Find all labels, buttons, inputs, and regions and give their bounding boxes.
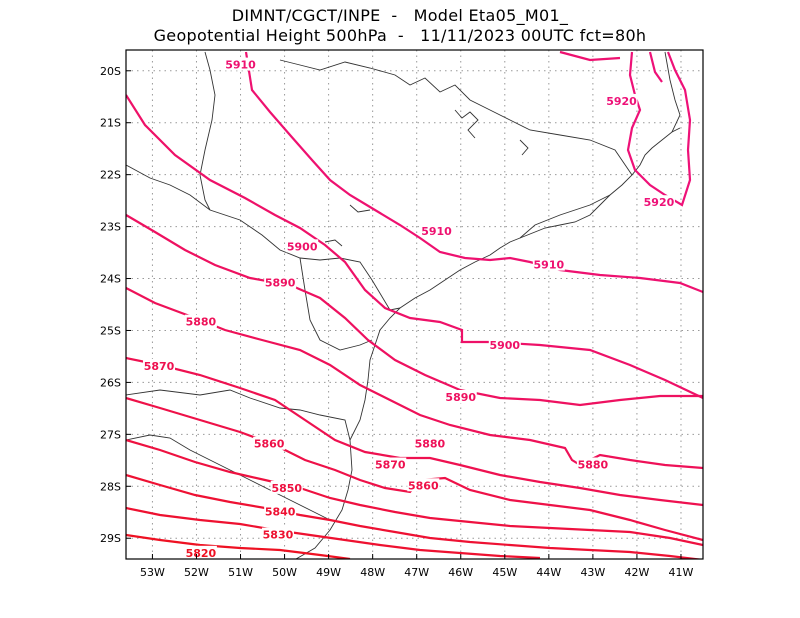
boundaries [126,51,681,559]
contour-label: 5910 [534,259,565,272]
lon-tick-label: 51W [228,566,253,579]
lon-tick-label: 44W [536,566,561,579]
plot-area [126,50,703,559]
coastline [295,127,681,559]
contour-label-bg [374,457,407,471]
contour-label-bg [261,527,294,541]
lat-tick-label: 28S [100,480,121,493]
contour-label-bg [224,57,257,71]
lon-tick-label: 52W [184,566,209,579]
lat-tick-label: 27S [100,428,121,441]
contour-label-bg [444,389,477,403]
lat-tick-label: 23S [100,221,121,234]
contour-label-bg [642,195,675,209]
contour-label: 5870 [375,459,406,472]
contour-5890 [126,214,703,407]
state-border-mg-sp [279,59,633,176]
contour-5900 [126,94,703,399]
lon-tick-label: 53W [140,566,165,579]
lat-tick-label: 29S [100,532,121,545]
contour-5840 [126,473,703,559]
contour-label-bg [184,314,217,328]
contour-label: 5880 [578,459,609,472]
contour-label: 5890 [445,391,476,404]
contour-label-bg [286,239,319,253]
contour-label-bg [264,275,297,289]
contour-label: 5840 [265,505,296,518]
contour-5860 [126,396,703,542]
lat-tick-label: 24S [100,273,121,286]
contour-5920-b [648,51,663,83]
contour-label: 5890 [265,277,296,290]
contour-label-bg [532,257,565,271]
lon-tick-label: 47W [404,566,429,579]
lon-tick-label: 42W [624,566,649,579]
axis-labels: 53W 52W 51W 50W 49W 48W 47W 46W 45W 44W 43W 42W 41W 2… [100,65,694,579]
contour-label-bg [253,436,286,450]
state-border-sc-pr [126,389,351,441]
contour-5820 [126,533,351,559]
map-title-line2: Geopotential Height 500hPa - 11/11/2023 … [153,26,647,45]
contour-label-bg [413,436,446,450]
lon-tick-label: 45W [492,566,517,579]
contour-5910-b [559,50,621,62]
state-border-mg-es [664,51,681,133]
lat-tick-label: 20S [100,65,121,78]
lat-tick-label: 22S [100,169,121,182]
contour-label-bg [270,480,303,494]
state-border-pr-sc-inner [299,257,373,351]
contour-label: 5920 [644,196,675,209]
state-border-sp-rj [519,194,611,239]
contour-5850 [126,438,703,547]
contour-label-bg [143,358,176,372]
contour-label: 5900 [489,339,520,352]
map-title-line1: DIMNT/CGCT/INPE - Model Eta05_M01_ [231,6,569,25]
lon-tick-label: 49W [316,566,341,579]
state-border-pr-sp [126,164,401,311]
contour-label: 5860 [408,479,439,492]
reservoir-lines [324,109,529,247]
contour-label: 5820 [186,547,217,560]
contour-label: 5910 [421,225,452,238]
contour-label-bg [576,457,609,471]
contour-label: 5830 [263,529,294,542]
contour-label: 5870 [144,360,175,373]
contour-label-bg [264,504,297,518]
contour-label: 5910 [225,59,256,72]
state-border-ms-sp [199,51,216,211]
contour-label-bg [605,93,638,107]
lat-tick-label: 26S [100,376,121,389]
contour-label: 5850 [271,482,302,495]
contour-label: 5880 [186,316,217,329]
contour-label: 5920 [606,95,637,108]
contour-label-bg [184,545,217,559]
contour-labels: 5910 5920 5920 5910 5910 5900 5890 5900 5890 5880… [143,57,675,560]
contour-label-bg [407,478,440,492]
contour-5910 [244,51,703,294]
contour-label: 5880 [415,438,446,451]
lon-tick-label: 50W [272,566,297,579]
contour-label-bg [488,338,521,352]
lon-tick-label: 48W [360,566,385,579]
state-border-rs-sc [126,434,331,521]
contour-label-bg [420,223,453,237]
contour-5880 [126,287,703,470]
lon-tick-label: 41W [669,566,694,579]
plot-frame [125,49,704,560]
lon-tick-label: 43W [580,566,605,579]
lon-tick-label: 46W [448,566,473,579]
lat-tick-label: 25S [100,324,121,337]
lat-tick-label: 21S [100,117,121,130]
contour-label: 5900 [287,240,318,253]
contour-label: 5860 [254,438,285,451]
contour-5830 [126,506,541,559]
